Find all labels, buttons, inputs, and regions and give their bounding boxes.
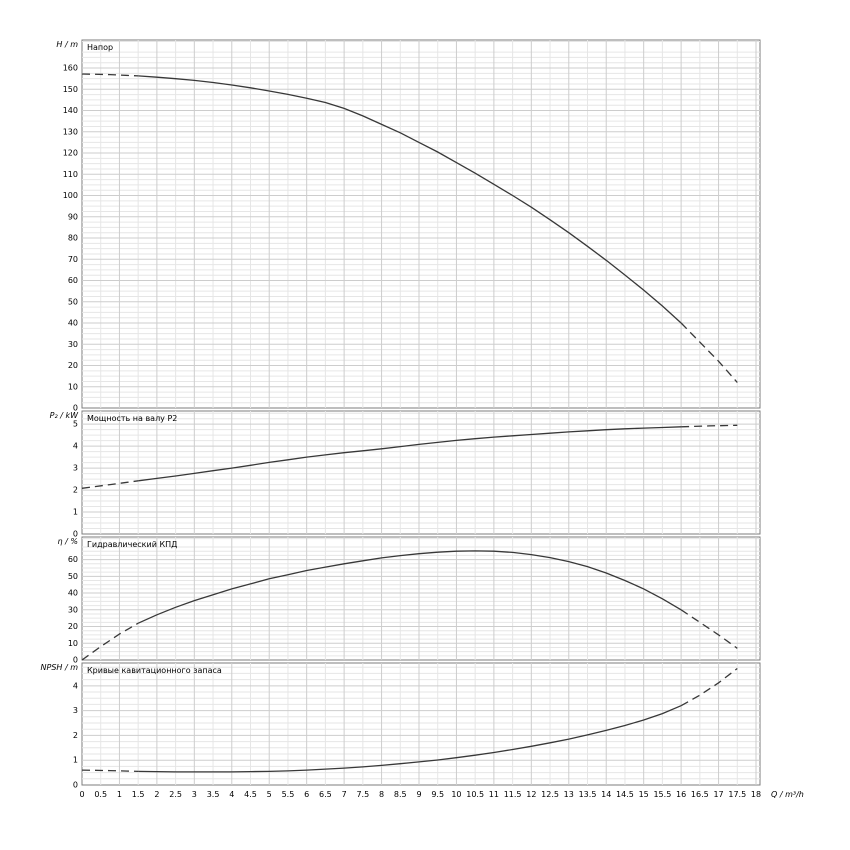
y-tick-label: 130 [63,127,78,136]
x-tick-label: 8 [379,790,384,799]
y-tick-label: 1 [73,756,78,765]
x-tick-label: 11 [489,790,499,799]
y-tick-label: 4 [73,681,78,690]
y-tick-label: 160 [63,64,78,73]
y-tick-label: 50 [68,297,78,306]
y-tick-label: 140 [63,106,78,115]
panel-frame [81,410,761,535]
y-tick-label: 150 [63,85,78,94]
x-tick-label: 4.5 [244,790,257,799]
x-tick-label: 12.5 [541,790,559,799]
y-tick-label: 3 [73,464,78,473]
x-tick-label: 9 [416,790,421,799]
y-tick-label: 60 [68,276,78,285]
y-tick-label: 5 [73,420,78,429]
x-axis-unit-label: Q / m³/h [771,790,804,799]
x-tick-label: 15 [639,790,649,799]
y-tick-label: 110 [63,170,78,179]
power-below-min-flow-curve [81,480,139,489]
x-tick-label: 3 [192,790,197,799]
x-tick-label: 1.5 [132,790,145,799]
y-tick-label: 4 [73,442,78,451]
panel-frame [81,39,761,409]
npsh-operating-curve [138,705,682,773]
y-tick-label: 20 [68,361,78,370]
efficiency-above-max-flow-curve [680,609,738,649]
y-tick-label: 0 [73,781,78,790]
npsh-below-min-flow-curve [81,769,139,773]
y-tick-label: 30 [68,605,78,614]
panel-title: Мощность на валу P2 [87,414,177,423]
head-operating-curve [138,75,682,324]
x-tick-label: 16.5 [691,790,709,799]
x-tick-label: 17.5 [728,790,746,799]
npsh-above-max-flow-curve [680,667,738,707]
x-tick-label: 11.5 [504,790,522,799]
x-tick-label: 0 [79,790,84,799]
x-tick-label: 13.5 [579,790,597,799]
y-tick-label: 3 [73,706,78,715]
y-tick-label: 30 [68,340,78,349]
x-tick-label: 2 [154,790,159,799]
y-tick-label: 20 [68,622,78,631]
y-axis-unit-label: η / % [58,537,78,546]
y-tick-label: 40 [68,319,78,328]
y-tick-label: 1 [73,508,78,517]
x-tick-label: 8.5 [394,790,407,799]
head-above-max-flow-curve [680,322,738,383]
x-tick-label: 3.5 [207,790,220,799]
panel-frame [81,662,761,786]
x-tick-label: 12 [526,790,536,799]
y-tick-label: 70 [68,255,78,264]
x-tick-label: 5 [267,790,272,799]
panel-title: Кривые кавитационного запаса [87,666,222,675]
power-above-max-flow-curve [681,424,738,428]
y-tick-label: 90 [68,212,78,221]
y-tick-label: 40 [68,589,78,598]
x-tick-label: 1 [117,790,122,799]
y-tick-label: 50 [68,572,78,581]
x-tick-label: 18 [751,790,761,799]
y-tick-label: 2 [73,486,78,495]
panel-title: Гидравлический КПД [87,540,177,549]
x-tick-label: 16 [676,790,686,799]
y-axis-unit-label: P₂ / kW [50,411,79,420]
y-tick-label: 60 [68,555,78,564]
x-tick-label: 6 [304,790,309,799]
x-tick-label: 10 [451,790,461,799]
y-tick-label: 100 [63,191,78,200]
x-tick-label: 14 [601,790,611,799]
x-tick-label: 9.5 [431,790,444,799]
y-tick-label: 120 [63,149,78,158]
x-tick-label: 7 [342,790,347,799]
y-tick-label: 10 [68,639,78,648]
x-tick-label: 14.5 [616,790,634,799]
x-tick-label: 0.5 [94,790,107,799]
y-tick-label: 80 [68,234,78,243]
x-tick-label: 2.5 [169,790,182,799]
x-tick-label: 10.5 [466,790,484,799]
y-axis-unit-label: NPSH / m [41,663,79,672]
y-tick-label: 0 [73,656,78,665]
y-tick-label: 10 [68,382,78,391]
x-tick-label: 13 [564,790,574,799]
head-below-min-flow-curve [81,73,139,77]
efficiency-operating-curve [137,550,682,624]
x-tick-label: 4 [229,790,234,799]
y-axis-unit-label: H / m [56,40,78,49]
y-tick-label: 0 [73,530,78,539]
efficiency-below-min-flow-curve [81,622,139,661]
x-tick-label: 17 [713,790,723,799]
x-tick-label: 6.5 [319,790,332,799]
x-tick-label: 5.5 [282,790,295,799]
x-tick-label: 15.5 [653,790,671,799]
panel-title: Напор [87,43,113,52]
y-tick-label: 0 [73,404,78,413]
y-tick-label: 2 [73,731,78,740]
power-operating-curve [138,426,682,482]
x-tick-label: 7.5 [356,790,369,799]
